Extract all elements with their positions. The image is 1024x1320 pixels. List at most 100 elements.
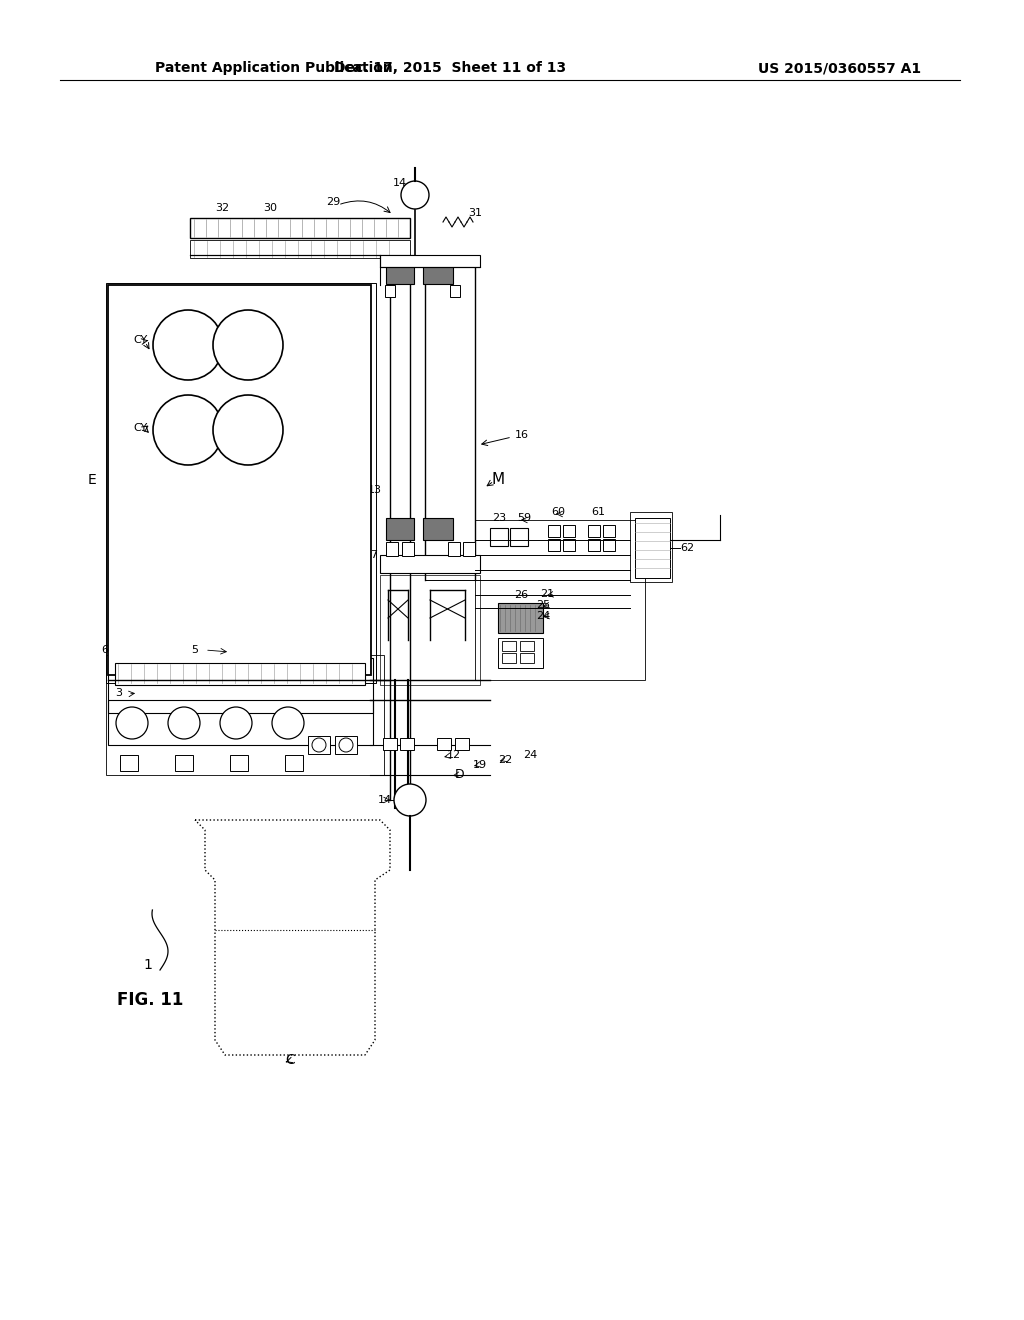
Text: C: C	[285, 1053, 295, 1067]
Text: 30: 30	[263, 203, 278, 213]
Bar	[437, 738, 451, 750]
Bar	[386, 517, 414, 540]
Bar	[502, 653, 516, 663]
Circle shape	[394, 784, 426, 816]
Bar	[563, 525, 575, 537]
Bar	[108, 285, 371, 675]
Bar	[175, 755, 193, 771]
Bar	[108, 657, 373, 713]
Text: M: M	[492, 473, 505, 487]
Text: Dec. 17, 2015  Sheet 11 of 13: Dec. 17, 2015 Sheet 11 of 13	[334, 61, 566, 75]
Bar	[603, 525, 615, 537]
Bar	[520, 642, 534, 651]
Bar	[490, 528, 508, 546]
Bar	[390, 260, 410, 800]
Text: 6: 6	[101, 645, 108, 655]
Bar	[386, 543, 398, 556]
Bar	[520, 653, 534, 663]
Bar	[502, 642, 516, 651]
Text: 62: 62	[680, 543, 694, 553]
Bar	[380, 576, 480, 685]
Bar	[385, 285, 395, 297]
Bar	[463, 543, 475, 556]
Bar	[475, 520, 645, 680]
Text: CY: CY	[133, 422, 147, 433]
Text: 5: 5	[191, 645, 199, 655]
Bar	[449, 543, 460, 556]
Text: 32: 32	[215, 203, 229, 213]
Text: FIG. 11: FIG. 11	[117, 991, 183, 1008]
Bar	[230, 755, 248, 771]
Bar	[115, 663, 365, 685]
Text: 14: 14	[378, 795, 392, 805]
Text: 59: 59	[517, 513, 531, 523]
Text: 19: 19	[473, 760, 487, 770]
Circle shape	[116, 708, 148, 739]
Bar	[423, 261, 453, 284]
Text: 1: 1	[143, 958, 153, 972]
Bar	[498, 603, 543, 634]
Text: 24: 24	[523, 750, 538, 760]
Text: D: D	[456, 768, 465, 781]
Text: 29: 29	[326, 197, 340, 207]
Circle shape	[153, 310, 223, 380]
Text: CY: CY	[133, 335, 147, 345]
Bar	[308, 737, 330, 754]
Bar	[548, 525, 560, 537]
Bar	[450, 285, 460, 297]
Bar	[190, 240, 410, 257]
Circle shape	[312, 738, 326, 752]
Text: 24: 24	[536, 611, 550, 620]
Bar	[603, 539, 615, 550]
Text: 12: 12	[446, 750, 461, 760]
Text: 23: 23	[492, 513, 506, 523]
Bar	[108, 700, 373, 744]
Bar	[635, 517, 670, 578]
Text: 26: 26	[514, 590, 528, 601]
Bar	[106, 655, 384, 775]
Bar	[588, 525, 600, 537]
Text: 25: 25	[536, 601, 550, 610]
Bar	[498, 638, 543, 668]
Text: 37: 37	[364, 550, 378, 560]
Text: 3: 3	[115, 688, 122, 698]
Text: 61: 61	[591, 507, 605, 517]
Bar	[120, 755, 138, 771]
Bar	[380, 255, 480, 267]
Text: 13: 13	[368, 484, 382, 495]
Bar	[383, 738, 397, 750]
Text: 16: 16	[515, 430, 529, 440]
Bar	[455, 738, 469, 750]
Circle shape	[168, 708, 200, 739]
Text: 14: 14	[393, 178, 408, 187]
Bar	[630, 512, 672, 582]
Bar	[400, 738, 414, 750]
Text: 31: 31	[468, 209, 482, 218]
Text: 22: 22	[498, 755, 512, 766]
Bar	[335, 737, 357, 754]
Bar	[106, 282, 376, 682]
Text: E: E	[87, 473, 96, 487]
Text: 60: 60	[551, 507, 565, 517]
Bar	[563, 539, 575, 550]
Bar	[190, 218, 410, 238]
Bar	[510, 528, 528, 546]
Bar	[285, 755, 303, 771]
Bar	[425, 260, 475, 579]
Circle shape	[220, 708, 252, 739]
Bar	[588, 539, 600, 550]
Circle shape	[272, 708, 304, 739]
Bar	[380, 554, 480, 573]
Bar	[548, 539, 560, 550]
Text: 21: 21	[540, 589, 554, 599]
Bar	[386, 261, 414, 284]
Circle shape	[153, 395, 223, 465]
Circle shape	[401, 181, 429, 209]
Text: US 2015/0360557 A1: US 2015/0360557 A1	[759, 61, 922, 75]
Circle shape	[213, 395, 283, 465]
Text: Patent Application Publication: Patent Application Publication	[155, 61, 393, 75]
Circle shape	[339, 738, 353, 752]
Bar	[423, 517, 453, 540]
Bar	[402, 543, 414, 556]
Circle shape	[213, 310, 283, 380]
